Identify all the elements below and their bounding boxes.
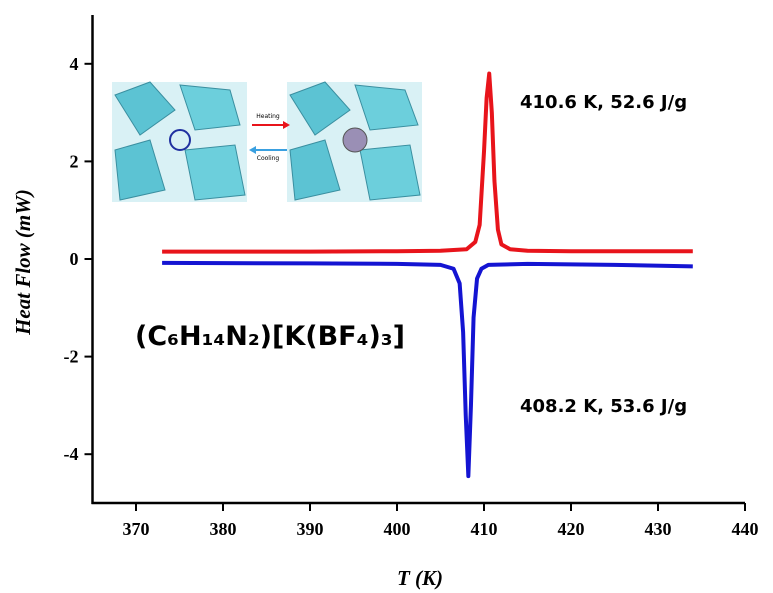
y-tick-label: 4 <box>70 54 79 74</box>
inset-label: Heating <box>256 113 280 120</box>
x-tick-label: 380 <box>210 519 237 539</box>
x-tick-label: 430 <box>645 519 672 539</box>
series-line <box>162 260 693 479</box>
y-tick-label: 2 <box>70 151 79 171</box>
x-axis-label: T (K) <box>397 566 443 590</box>
y-axis-label: Heat Flow (mW) <box>11 189 35 336</box>
x-tick-label: 420 <box>558 519 585 539</box>
x-tick-label: 370 <box>123 519 150 539</box>
y-tick-label: -4 <box>64 444 79 464</box>
x-tick-label: 390 <box>297 519 324 539</box>
y-tick-label: -2 <box>64 347 79 367</box>
x-tick-label: 410 <box>471 519 498 539</box>
formula: (C₆H₁₄N₂)[K(BF₄)₃] <box>135 321 405 352</box>
annotation: 410.6 K, 52.6 J/g <box>520 92 687 113</box>
inset-structure <box>112 81 422 202</box>
series-line <box>162 71 693 254</box>
x-tick-label: 400 <box>384 519 411 539</box>
y-tick-label: 0 <box>70 249 79 269</box>
inset-label: Cooling <box>257 155 280 162</box>
x-tick-label: 440 <box>732 519 759 539</box>
annotation: 408.2 K, 53.6 J/g <box>520 396 687 417</box>
